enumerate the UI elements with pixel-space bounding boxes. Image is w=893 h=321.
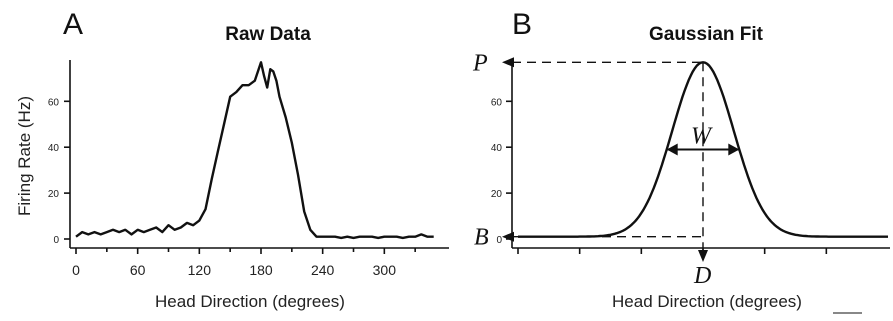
panel-b-x-axis-label: Head Direction (degrees) — [612, 292, 802, 311]
panel-b: B Gaussian Fit Head Direction (degrees) … — [472, 8, 890, 314]
width-arrowhead-right — [728, 143, 740, 156]
panel-b-annotations: P B W D — [472, 50, 740, 289]
panel-b-ytick-label: 40 — [491, 143, 503, 154]
panel-a-xtick-label: 60 — [130, 262, 146, 278]
baseline-arrowhead — [502, 231, 514, 242]
panel-b-ytick-label: 20 — [491, 189, 503, 200]
width-arrowhead-left — [666, 143, 678, 156]
direction-arrowhead — [698, 250, 708, 262]
panel-a-letter: A — [63, 8, 83, 41]
panel-b-letter: B — [512, 8, 532, 41]
panel-a-x-axis-label: Head Direction (degrees) — [155, 292, 345, 311]
panel-a-title: Raw Data — [225, 24, 311, 45]
panel-a-xtick-label: 300 — [373, 262, 397, 278]
panel-a-ticks: 0 20 40 60 0 60 120 180 240 300 — [48, 97, 416, 278]
peak-arrowhead — [502, 57, 514, 68]
panel-b-ytick-label: 0 — [496, 235, 502, 246]
panel-a-series-line — [75, 61, 434, 240]
direction-label: D — [693, 263, 711, 289]
panel-a-ytick-label: 40 — [48, 143, 60, 154]
panel-b-ytick-label: 60 — [491, 97, 503, 108]
baseline-label: B — [474, 225, 489, 251]
panel-a-y-axis-label: Firing Rate (Hz) — [15, 96, 34, 216]
panel-a-xtick-label: 120 — [188, 262, 212, 278]
width-label: W — [691, 124, 713, 150]
panel-b-title: Gaussian Fit — [649, 24, 764, 45]
panel-b-gaussian-curve — [518, 61, 888, 238]
panel-a-ytick-label: 0 — [53, 235, 59, 246]
panel-a-ytick-label: 20 — [48, 189, 60, 200]
peak-label: P — [472, 50, 488, 76]
panel-a-ytick-label: 60 — [48, 97, 60, 108]
panel-a-xtick-label: 180 — [249, 262, 273, 278]
panel-a-xtick-label: 240 — [311, 262, 335, 278]
panel-a-xtick-label: 0 — [72, 262, 80, 278]
panel-a: A Raw Data Firing Rate (Hz) Head Directi… — [15, 8, 449, 311]
